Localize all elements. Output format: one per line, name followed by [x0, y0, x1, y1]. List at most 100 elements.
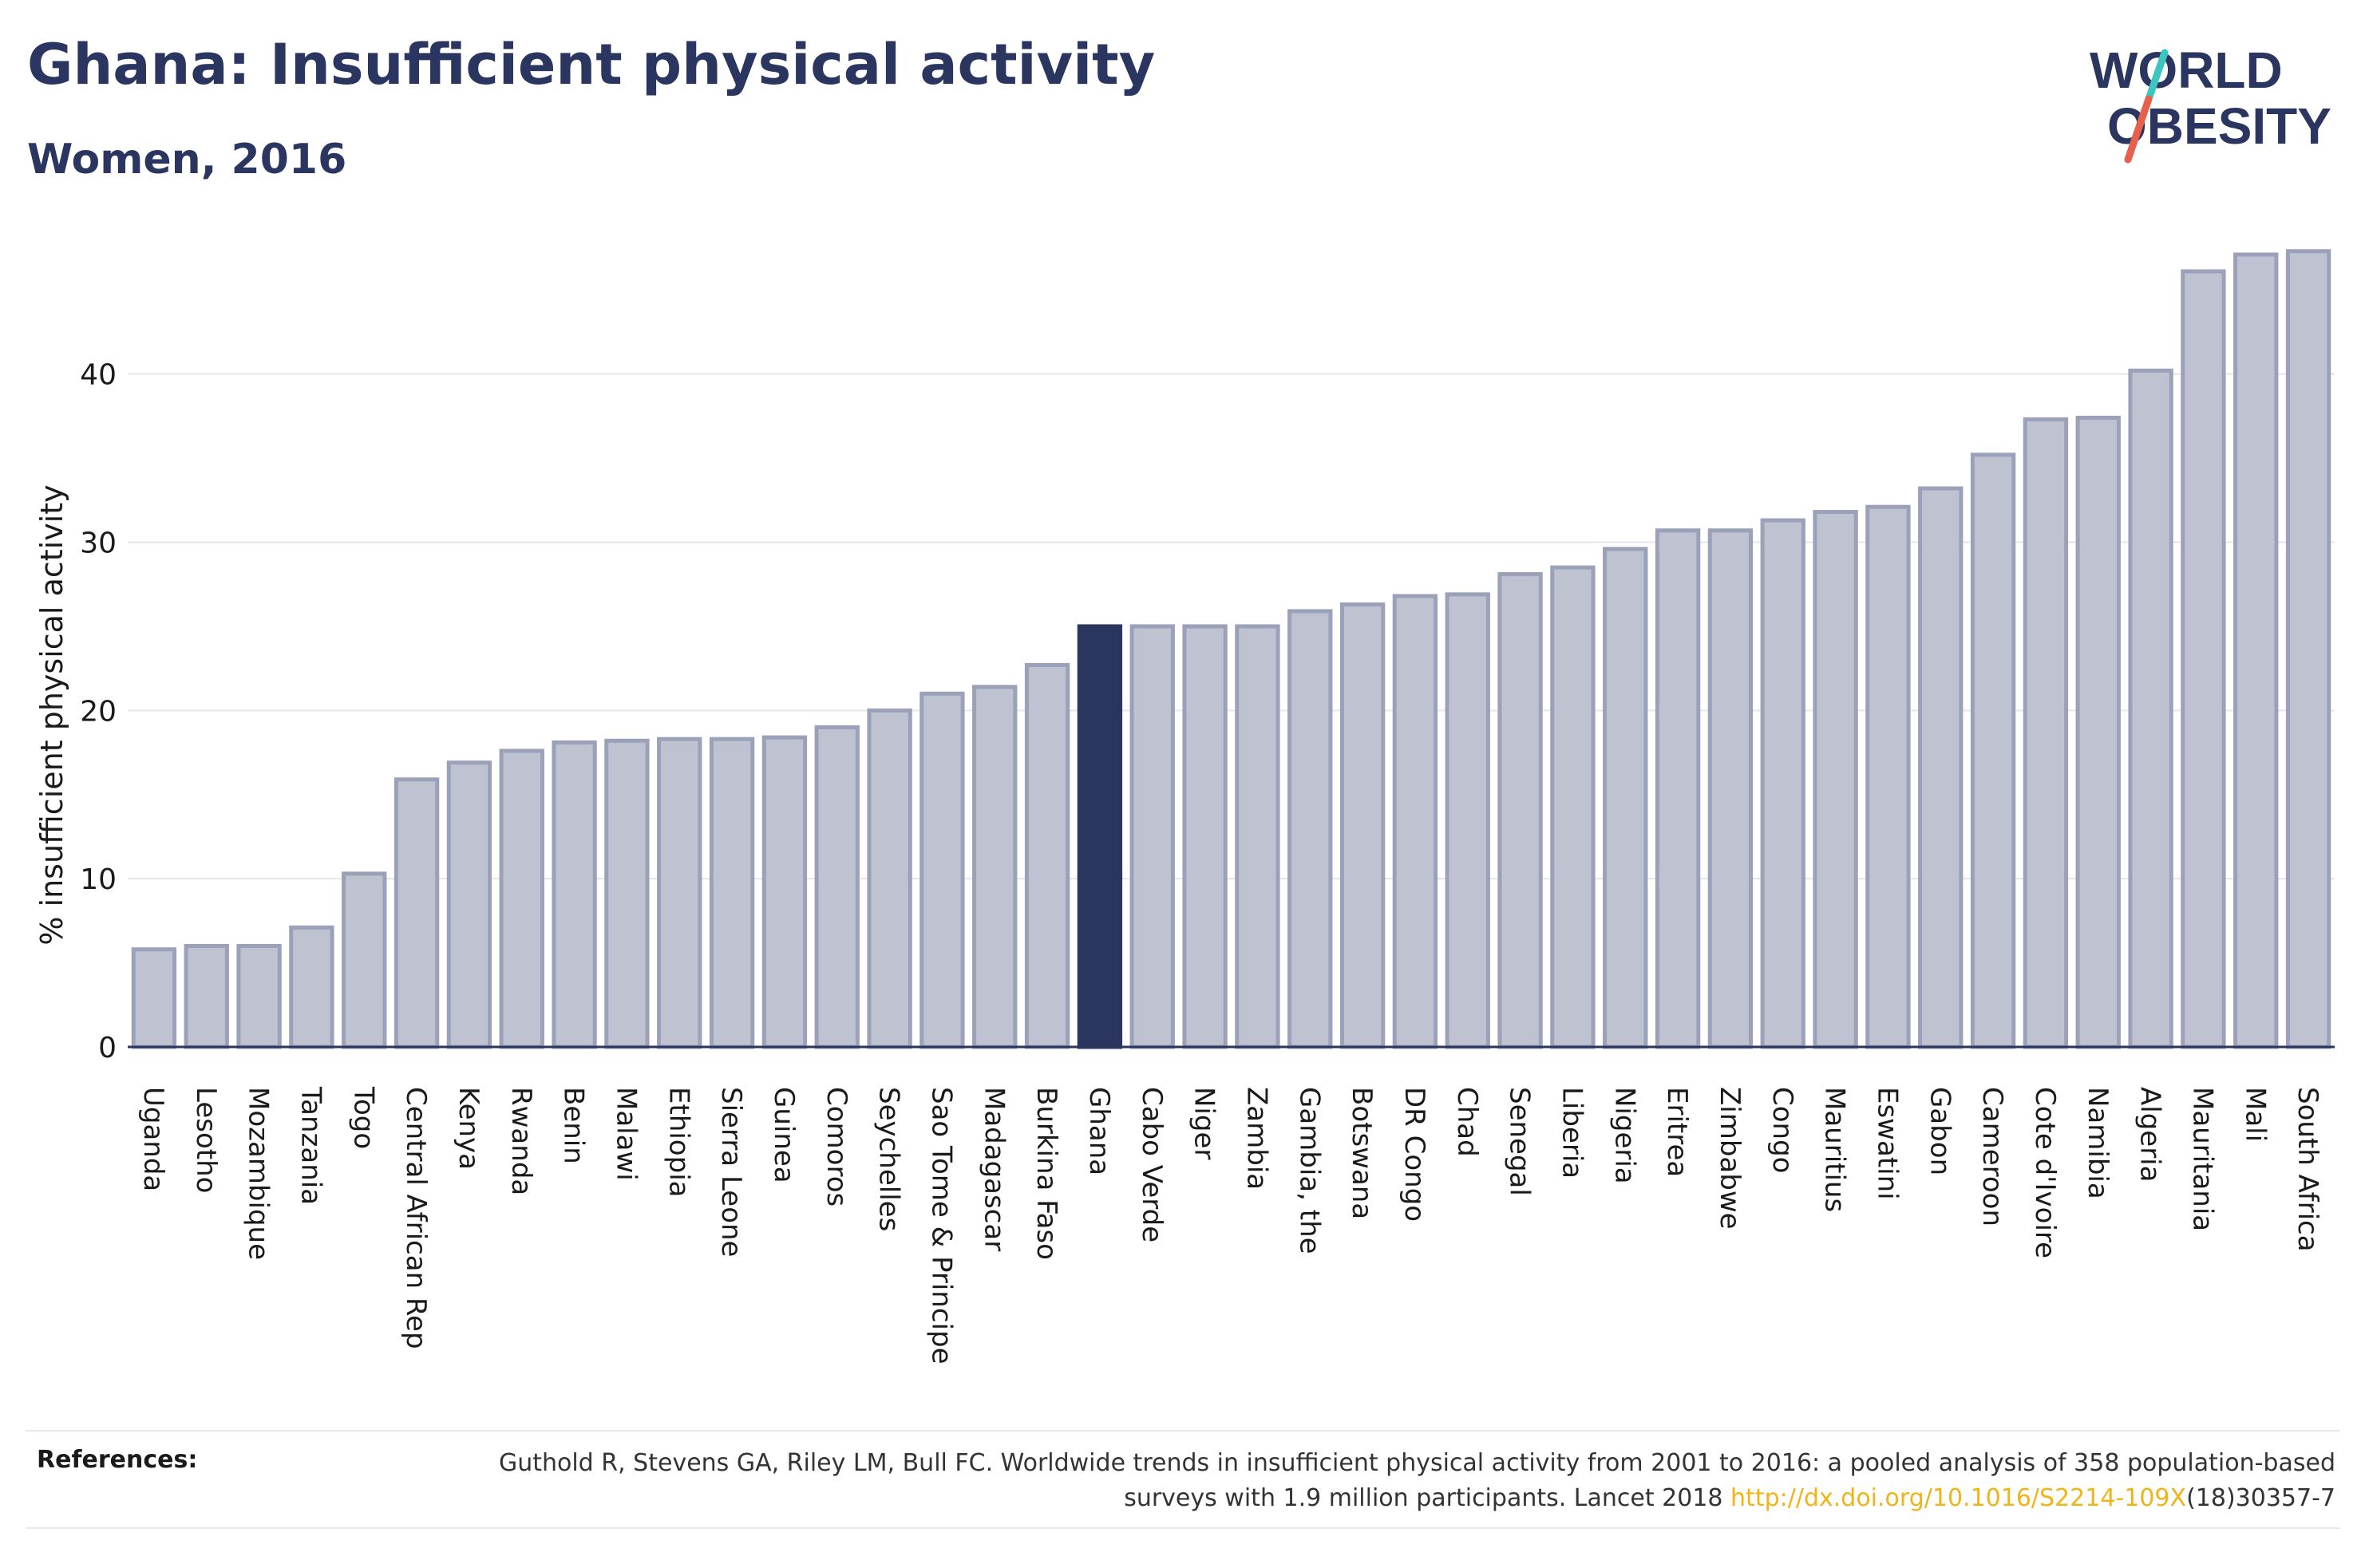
x-tick-label: Namibia — [2082, 1087, 2114, 1199]
bar-congo — [1760, 518, 1805, 1049]
bar-malawi — [604, 738, 650, 1049]
y-tick-label: 30 — [80, 527, 117, 560]
references-footer: References: Guthold R, Stevens GA, Riley… — [26, 1430, 2340, 1529]
x-tick-label: Madagascar — [978, 1087, 1010, 1251]
x-tick-label: Ghana — [1083, 1087, 1115, 1175]
bar-togo — [342, 871, 387, 1049]
gridlines — [128, 373, 2335, 880]
bar-tanzania — [289, 925, 334, 1049]
bar-niger — [1182, 624, 1228, 1049]
bar-botswana — [1339, 602, 1386, 1049]
x-tick-label: Central African Rep — [400, 1087, 432, 1349]
chart-title: Ghana: Insufficient physical activity — [27, 32, 1156, 97]
x-tick-label: Gabon — [1924, 1087, 1956, 1175]
bar-namibia — [2075, 415, 2121, 1049]
bar-zimbabwe — [1707, 528, 1754, 1049]
x-tick-label: Sao Tome & Principe — [925, 1087, 957, 1365]
bar-gambia-the — [1287, 609, 1333, 1049]
bar-chad — [1445, 592, 1490, 1049]
x-tick-label: Nigeria — [1608, 1087, 1640, 1184]
bar-mauritius — [1813, 510, 1858, 1049]
bar-liberia — [1550, 565, 1596, 1049]
bar-madagascar — [972, 685, 1018, 1049]
references-label: References: — [37, 1446, 198, 1474]
bar-burkina-faso — [1024, 662, 1070, 1049]
x-tick-label: Burkina Faso — [1030, 1087, 1062, 1260]
bar-ethiopia — [657, 737, 702, 1049]
x-tick-label: Eritrea — [1661, 1087, 1693, 1177]
bar-cameroon — [1970, 452, 2016, 1049]
x-tick-label: Niger — [1188, 1087, 1220, 1159]
x-tick-label: Cameroon — [1976, 1087, 2008, 1226]
x-tick-label: Mozambique — [243, 1087, 275, 1260]
world-obesity-logo: WORLD OBESITY — [2090, 41, 2331, 164]
bar-eritrea — [1655, 528, 1701, 1049]
x-tick-label: Zambia — [1240, 1087, 1272, 1190]
x-tick-label: Rwanda — [505, 1087, 537, 1195]
x-tick-label: Kenya — [453, 1087, 484, 1170]
bar-senegal — [1497, 572, 1543, 1049]
x-tick-label: Cote d'Ivoire — [2029, 1087, 2061, 1258]
bar-benin — [552, 740, 597, 1049]
references-text: Guthold R, Stevens GA, Riley LM, Bull FC… — [420, 1446, 2335, 1516]
x-tick-label: Seychelles — [873, 1087, 905, 1231]
x-tick-label: Uganda — [137, 1087, 169, 1191]
bars — [131, 249, 2331, 1049]
bar-mali — [2233, 252, 2279, 1049]
reference-citation-suffix: (18)30357-7 — [2186, 1484, 2335, 1512]
bar-seychelles — [867, 708, 912, 1049]
y-axis-ticks: 0 10 20 30 40 — [80, 359, 117, 1064]
reference-citation: Guthold R, Stevens GA, Riley LM, Bull FC… — [498, 1449, 2335, 1512]
x-tick-label: Ethiopia — [662, 1087, 694, 1197]
x-tick-label: Malawi — [610, 1087, 642, 1181]
bar-uganda — [131, 947, 177, 1049]
bar-mauritania — [2181, 269, 2226, 1049]
x-tick-label: Mali — [2239, 1087, 2271, 1142]
y-tick-label: 20 — [80, 695, 117, 728]
bar-comoros — [814, 725, 860, 1049]
bar-south-africa — [2285, 249, 2331, 1049]
bar-cote-d-ivoire — [2023, 417, 2069, 1049]
x-tick-label: Congo — [1766, 1087, 1798, 1173]
bar-rwanda — [499, 748, 544, 1049]
x-tick-label: Senegal — [1504, 1087, 1536, 1196]
y-tick-label: 40 — [80, 359, 117, 392]
bar-guinea — [761, 735, 808, 1049]
reference-doi-link[interactable]: http://dx.doi.org/10.1016/S2214-109X — [1730, 1484, 2187, 1512]
chart-subtitle: Women, 2016 — [27, 136, 347, 184]
bar-dr-congo — [1392, 594, 1438, 1049]
bar-eswatini — [1865, 504, 1911, 1049]
y-axis-label: % insufficient physical activity — [34, 484, 69, 945]
x-tick-label: Liberia — [1556, 1087, 1588, 1179]
logo-line1: WORLD — [2090, 41, 2283, 99]
x-tick-label: Zimbabwe — [1714, 1087, 1746, 1230]
bar-sao-tome-principe — [919, 691, 965, 1049]
bar-sierra-leone — [709, 737, 755, 1049]
y-tick-label: 0 — [98, 1032, 117, 1064]
x-tick-label: Botswana — [1346, 1087, 1378, 1219]
x-tick-label: Mauritania — [2186, 1087, 2218, 1231]
x-tick-label: Benin — [558, 1087, 590, 1164]
x-tick-label: Guinea — [768, 1087, 800, 1183]
bar-gabon — [1918, 486, 1964, 1049]
bar-nigeria — [1603, 547, 1648, 1049]
bar-zambia — [1235, 624, 1280, 1049]
x-tick-label: South Africa — [2292, 1087, 2323, 1252]
x-tick-label: Comoros — [821, 1087, 852, 1207]
bar-kenya — [446, 760, 492, 1049]
x-tick-label: Tanzania — [295, 1086, 326, 1205]
x-tick-label: Togo — [347, 1086, 379, 1149]
x-tick-label: Sierra Leone — [715, 1087, 747, 1257]
x-axis-labels: Uganda Lesotho Mozambique Tanzania Togo Centr… — [137, 1086, 2323, 1365]
x-tick-label: Chad — [1451, 1087, 1483, 1157]
x-tick-label: Lesotho — [190, 1087, 222, 1193]
bar-cabo-verde — [1129, 624, 1175, 1049]
x-tick-label: Mauritius — [1819, 1087, 1851, 1212]
bar-algeria — [2128, 368, 2173, 1049]
bar-mozambique — [236, 944, 282, 1049]
x-tick-label: Gambia, the — [1293, 1087, 1325, 1254]
x-tick-label: Eswatini — [1871, 1087, 1903, 1200]
x-tick-label: DR Congo — [1398, 1087, 1430, 1222]
x-tick-label: Algeria — [2134, 1087, 2166, 1182]
bar-ghana — [1077, 624, 1123, 1049]
